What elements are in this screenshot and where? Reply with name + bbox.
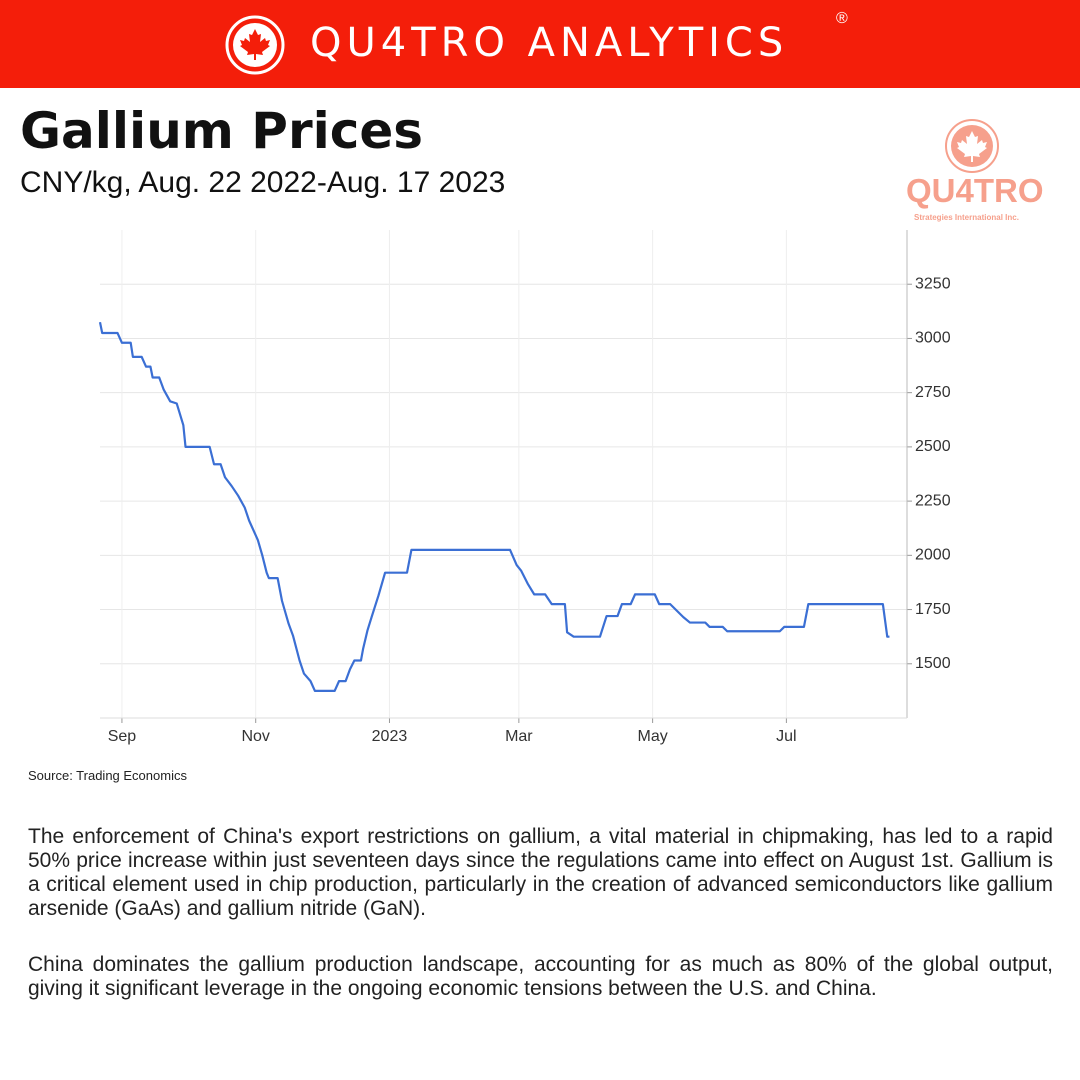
logo-tagline: Strategies International Inc. (914, 213, 1019, 222)
chart: 1500 1750 2000 2250 2500 2750 3000 3250 Sep Nov 20… (98, 230, 951, 745)
x-tick-label: Jul (776, 728, 796, 745)
x-tick-label: 2023 (372, 728, 408, 745)
header-icon (225, 15, 285, 75)
paragraph: China dominates the gallium production l… (28, 953, 1053, 1000)
y-tick-label: 2250 (915, 492, 951, 509)
price-line (98, 321, 890, 692)
source: Source: Trading Economics (28, 768, 187, 783)
logo-icon (945, 119, 999, 173)
title: Gallium Prices (20, 102, 424, 160)
y-tick-label: 1750 (915, 601, 951, 618)
y-tick-label: 3250 (915, 275, 951, 292)
y-tick-label: 1500 (915, 655, 951, 672)
header-bar (0, 0, 1080, 88)
y-tick-label: 2000 (915, 547, 951, 564)
x-tick-label: Mar (505, 728, 533, 745)
registered-mark: ® (836, 10, 848, 27)
y-tick-label: 2500 (915, 438, 951, 455)
y-tick-label: 2750 (915, 384, 951, 401)
paragraph: The enforcement of China's export restri… (28, 825, 1053, 920)
x-tick-label: Sep (108, 728, 137, 745)
x-tick-label: Nov (241, 728, 269, 745)
subtitle: CNY/kg, Aug. 22 2022-Aug. 17 2023 (20, 166, 506, 199)
y-tick-label: 3000 (915, 330, 951, 347)
logo-name: QU4TRO (906, 172, 1044, 209)
brand: QU4TRO ANALYTICS (310, 20, 789, 66)
x-tick-label: May (638, 728, 668, 745)
